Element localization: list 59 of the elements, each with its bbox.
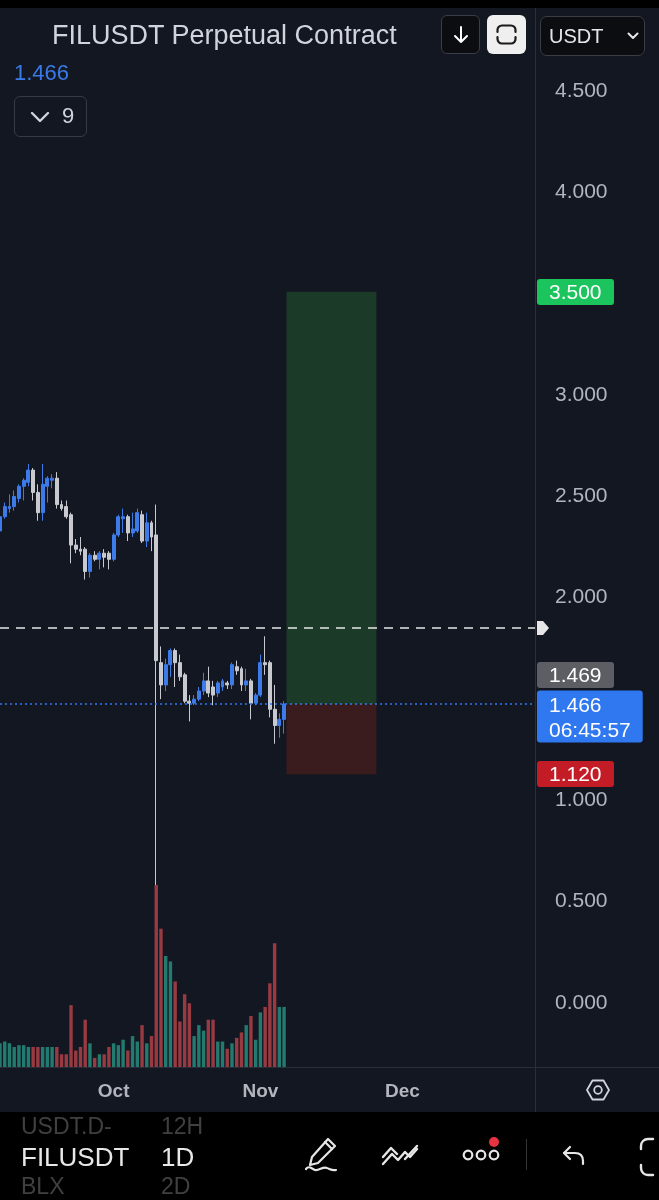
candlestick bbox=[249, 678, 253, 720]
y-tick-label: 4.500 bbox=[555, 77, 608, 101]
bar bbox=[121, 1039, 125, 1067]
bar bbox=[244, 1025, 248, 1067]
bar bbox=[7, 1043, 12, 1067]
annotation: 9 bbox=[62, 103, 75, 129]
text: 12H bbox=[161, 1113, 204, 1140]
candlestick bbox=[41, 463, 45, 522]
candlestick bbox=[55, 471, 59, 510]
bar bbox=[230, 1043, 234, 1067]
x-tick-label: Oct bbox=[97, 1080, 131, 1101]
candlestick bbox=[97, 550, 101, 570]
chart-title: FILUSDT Perpetual Contract bbox=[52, 20, 397, 51]
candlestick bbox=[159, 645, 163, 700]
candlestick bbox=[131, 512, 135, 538]
bar bbox=[0, 1043, 2, 1067]
text: USDT.D- bbox=[21, 1113, 112, 1140]
candlestick bbox=[230, 662, 234, 690]
candlestick bbox=[135, 508, 139, 534]
y-axis-title: USDT bbox=[549, 25, 604, 47]
x-tick-label: Nov bbox=[242, 1080, 279, 1101]
candlestick bbox=[145, 512, 149, 548]
x-tick-label: Dec bbox=[385, 1080, 421, 1101]
bar bbox=[88, 1043, 92, 1067]
bar bbox=[126, 1050, 130, 1067]
text: FILUSDT bbox=[21, 1142, 130, 1172]
candlestick bbox=[244, 668, 248, 692]
text: 1.466 bbox=[14, 60, 70, 86]
bar bbox=[111, 1043, 116, 1067]
y-tick-label: 2.500 bbox=[555, 482, 608, 506]
bar bbox=[50, 1046, 54, 1067]
bar bbox=[282, 1006, 286, 1067]
text: 1D bbox=[161, 1142, 195, 1172]
bar bbox=[249, 1016, 253, 1067]
bar bbox=[17, 1045, 21, 1067]
candlestick bbox=[126, 514, 130, 542]
y-tick-label: 3.000 bbox=[555, 381, 608, 405]
y-tick-label: 2.000 bbox=[555, 584, 608, 608]
candlestick bbox=[140, 510, 144, 544]
text: 1.120 bbox=[537, 761, 614, 788]
bar bbox=[211, 1019, 215, 1067]
candlestick bbox=[225, 680, 229, 690]
y-tick-label: 4.000 bbox=[555, 178, 608, 202]
bar bbox=[97, 1054, 102, 1067]
y-tick-label: 1.000 bbox=[555, 786, 608, 810]
candlestick bbox=[88, 552, 92, 579]
text: 1.469 bbox=[537, 662, 614, 688]
text: 3.500 bbox=[537, 278, 614, 305]
text: 2D bbox=[161, 1173, 191, 1200]
bar bbox=[145, 1043, 149, 1067]
bar bbox=[69, 1005, 73, 1067]
y-tick-label: 0.000 bbox=[555, 989, 608, 1013]
text: BLX bbox=[21, 1173, 65, 1200]
candlestick bbox=[93, 550, 97, 562]
bar bbox=[55, 1046, 59, 1067]
ref-line-label: 1.466 06:45:57 bbox=[549, 692, 631, 741]
bar bbox=[140, 1025, 144, 1067]
y-tick-label: 0.500 bbox=[555, 888, 608, 912]
candlestick bbox=[216, 680, 220, 698]
